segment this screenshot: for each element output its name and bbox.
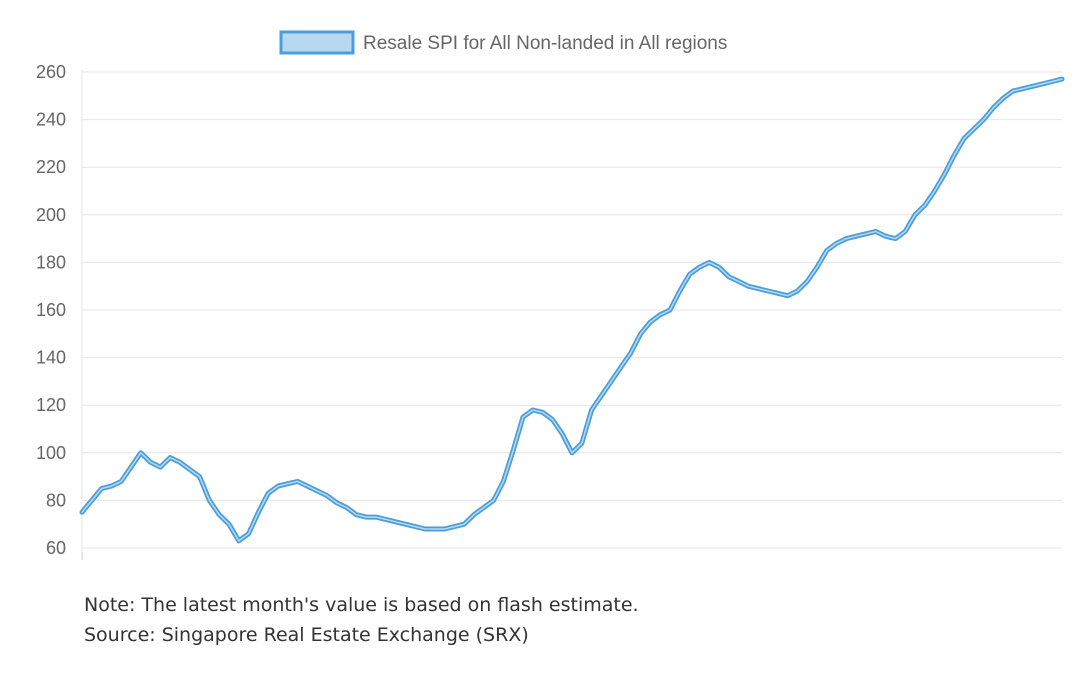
y-tick-label: 180 [36, 252, 66, 272]
chart-notes: Note: The latest month's value is based … [84, 590, 639, 650]
y-tick-label: 140 [36, 348, 66, 368]
legend-label[interactable]: Resale SPI for All Non-landed in All reg… [363, 33, 727, 54]
note-text: Note: The latest month's value is based … [84, 594, 639, 616]
y-axis-tick-labels: 60 80 100 120 140 160 180 200 220 240 260 [36, 62, 66, 558]
y-tick-label: 260 [36, 62, 66, 82]
series-resale-spi [79, 76, 1065, 544]
y-tick-label: 220 [36, 157, 66, 177]
y-tick-label: 200 [36, 205, 66, 225]
series-line-core [81, 78, 1063, 542]
line-chart: 60 80 100 120 140 160 180 200 220 240 260 Resale S… [36, 30, 1065, 560]
y-tick-label: 160 [36, 300, 66, 320]
source-text: Source: Singapore Real Estate Exchange (… [84, 624, 529, 646]
grid-lines [82, 71, 1062, 549]
y-tick-label: 240 [36, 110, 66, 130]
y-tick-label: 80 [46, 490, 66, 510]
y-tick-label: 60 [46, 538, 66, 558]
legend[interactable]: Resale SPI for All Non-landed in All reg… [279, 30, 727, 55]
y-tick-label: 100 [36, 443, 66, 463]
legend-swatch[interactable] [279, 30, 355, 55]
y-tick-label: 120 [36, 395, 66, 415]
